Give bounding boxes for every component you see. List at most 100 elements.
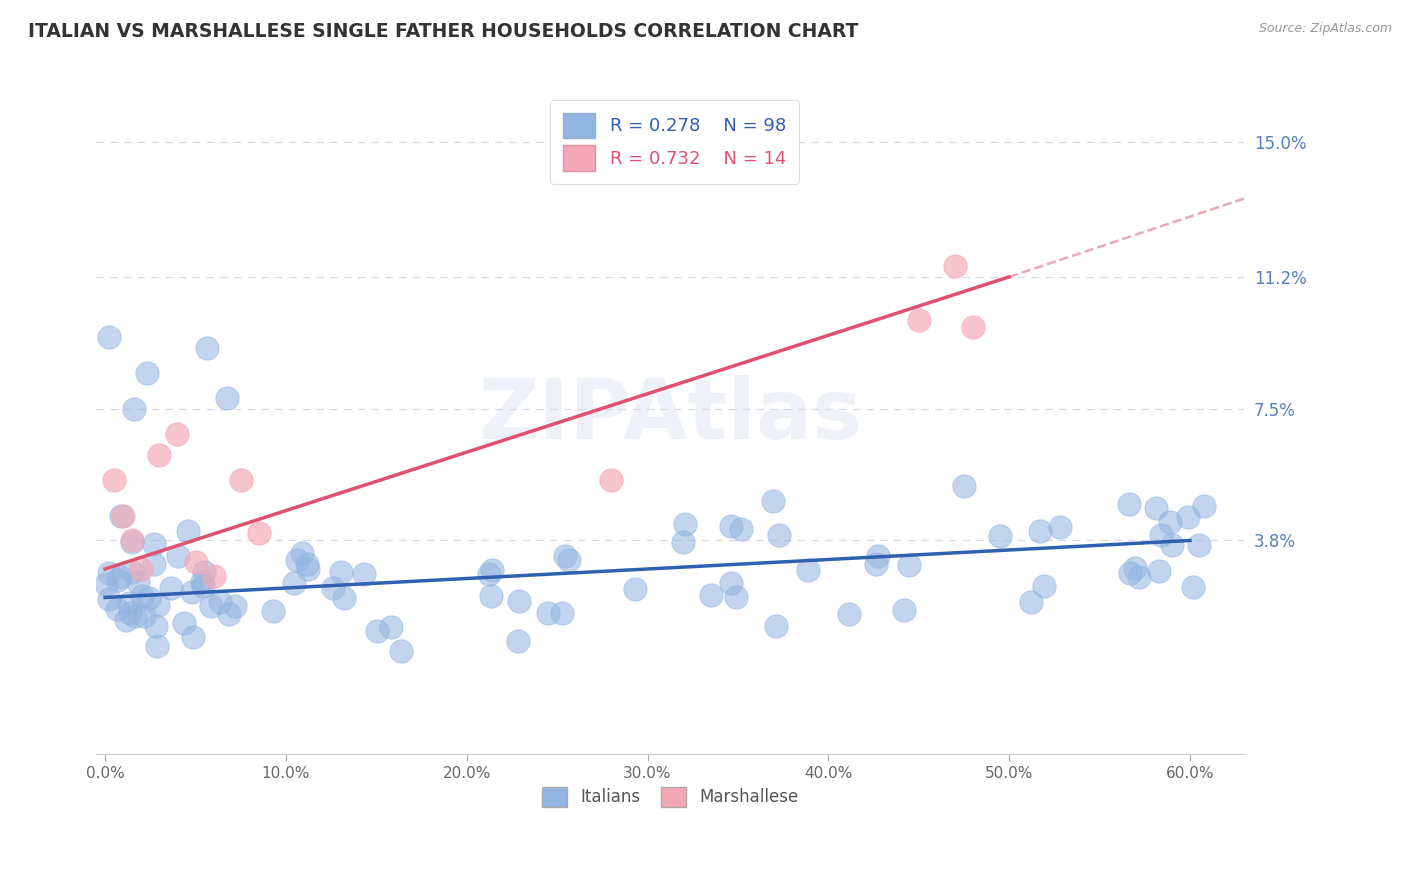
Point bbox=[700, 588, 723, 602]
Point bbox=[173, 616, 195, 631]
Point bbox=[148, 599, 170, 613]
Point bbox=[765, 619, 787, 633]
Point bbox=[1118, 497, 1140, 511]
Point bbox=[508, 634, 530, 648]
Point bbox=[478, 567, 501, 582]
Point bbox=[322, 581, 344, 595]
Point bbox=[217, 391, 239, 405]
Point bbox=[1144, 501, 1167, 516]
Point bbox=[118, 606, 141, 620]
Point bbox=[1123, 561, 1146, 575]
Point bbox=[124, 609, 146, 624]
Text: Source: ZipAtlas.com: Source: ZipAtlas.com bbox=[1258, 22, 1392, 36]
Point bbox=[537, 606, 560, 620]
Point bbox=[797, 563, 820, 577]
Point bbox=[177, 524, 200, 538]
Point bbox=[943, 259, 966, 273]
Point bbox=[389, 644, 412, 658]
Point bbox=[1149, 564, 1171, 578]
Text: ITALIAN VS MARSHALLESE SINGLE FATHER HOUSEHOLDS CORRELATION CHART: ITALIAN VS MARSHALLESE SINGLE FATHER HOU… bbox=[28, 22, 859, 41]
Point bbox=[110, 509, 132, 524]
Point bbox=[865, 557, 887, 571]
Point bbox=[148, 448, 170, 462]
Point bbox=[200, 599, 222, 613]
Point bbox=[121, 534, 143, 549]
Point bbox=[107, 573, 129, 587]
Point bbox=[730, 522, 752, 536]
Point bbox=[108, 570, 131, 584]
Point bbox=[145, 639, 167, 653]
Point bbox=[97, 592, 120, 607]
Point bbox=[129, 562, 152, 576]
Point bbox=[229, 473, 252, 487]
Point bbox=[247, 526, 270, 541]
Point bbox=[118, 596, 141, 610]
Point bbox=[380, 620, 402, 634]
Point bbox=[672, 535, 695, 549]
Point bbox=[1160, 538, 1182, 552]
Point bbox=[224, 599, 246, 613]
Text: ZIPAtlas: ZIPAtlas bbox=[478, 376, 862, 457]
Point bbox=[893, 603, 915, 617]
Point bbox=[962, 319, 984, 334]
Point bbox=[134, 609, 156, 624]
Point bbox=[600, 473, 623, 487]
Point bbox=[1032, 579, 1054, 593]
Point bbox=[124, 401, 146, 416]
Point bbox=[295, 557, 318, 571]
Point bbox=[988, 529, 1011, 543]
Point bbox=[181, 630, 204, 644]
Point bbox=[103, 473, 125, 487]
Point bbox=[191, 579, 214, 593]
Point bbox=[98, 330, 121, 344]
Point bbox=[291, 546, 314, 560]
Point bbox=[114, 614, 136, 628]
Point bbox=[1188, 538, 1211, 552]
Point bbox=[550, 607, 572, 621]
Point bbox=[481, 563, 503, 577]
Point bbox=[283, 575, 305, 590]
Point bbox=[624, 582, 647, 596]
Y-axis label: Single Father Households: Single Father Households bbox=[0, 318, 7, 513]
Point bbox=[1159, 515, 1181, 529]
Point bbox=[1182, 581, 1205, 595]
Point bbox=[167, 549, 190, 563]
Point bbox=[554, 549, 576, 563]
Point bbox=[1192, 499, 1215, 513]
Point bbox=[285, 552, 308, 566]
Point bbox=[181, 585, 204, 599]
Point bbox=[720, 576, 742, 591]
Point bbox=[138, 591, 160, 605]
Point bbox=[98, 566, 121, 581]
Point bbox=[479, 589, 502, 603]
Point bbox=[127, 574, 149, 589]
Point bbox=[96, 577, 118, 591]
Point bbox=[838, 607, 860, 621]
Point bbox=[105, 602, 128, 616]
Point bbox=[866, 549, 889, 564]
Point bbox=[1177, 510, 1199, 524]
Point bbox=[208, 595, 231, 609]
Point bbox=[768, 528, 790, 542]
Point bbox=[952, 479, 974, 493]
Point bbox=[297, 562, 319, 576]
Point bbox=[557, 553, 579, 567]
Point bbox=[673, 517, 696, 532]
Point bbox=[143, 537, 166, 551]
Point bbox=[190, 574, 212, 589]
Point bbox=[143, 557, 166, 571]
Legend: Italians, Marshallese: Italians, Marshallese bbox=[536, 780, 804, 814]
Point bbox=[907, 312, 929, 326]
Point bbox=[724, 591, 747, 605]
Point bbox=[720, 518, 742, 533]
Point bbox=[166, 426, 188, 441]
Point bbox=[202, 569, 225, 583]
Point bbox=[1049, 519, 1071, 533]
Point bbox=[121, 565, 143, 579]
Point bbox=[353, 566, 375, 581]
Point bbox=[145, 618, 167, 632]
Point bbox=[184, 555, 207, 569]
Point bbox=[1029, 524, 1052, 539]
Point bbox=[762, 494, 785, 508]
Point bbox=[332, 591, 354, 605]
